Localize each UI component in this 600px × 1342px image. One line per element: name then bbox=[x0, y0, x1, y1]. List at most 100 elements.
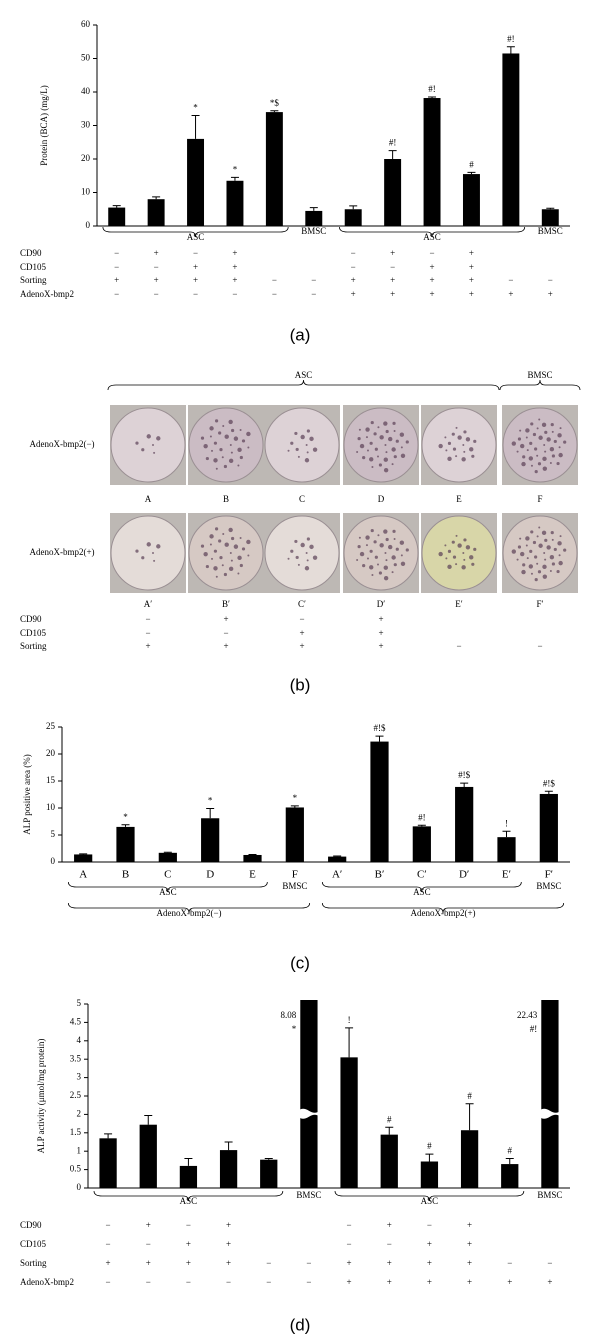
stain-dot bbox=[135, 441, 139, 445]
condition-sign: + bbox=[467, 1277, 472, 1287]
stain-dot bbox=[223, 572, 228, 577]
stain-dot bbox=[294, 431, 298, 436]
condition-sign: + bbox=[547, 1277, 552, 1287]
bar bbox=[541, 1000, 559, 1188]
stain-dot bbox=[221, 564, 224, 567]
group-label: BMSC bbox=[536, 881, 561, 891]
annotation: #! bbox=[389, 138, 397, 148]
stain-dot bbox=[463, 558, 466, 561]
stain-dot bbox=[400, 554, 403, 557]
stain-dot bbox=[553, 547, 557, 552]
annotation: * bbox=[233, 164, 238, 174]
x-tick-label: D′ bbox=[459, 869, 469, 881]
well-label: E′ bbox=[455, 599, 462, 609]
stain-dot bbox=[549, 461, 552, 464]
stain-dot bbox=[532, 540, 537, 545]
stain-dot bbox=[558, 560, 563, 566]
condition-sign: − bbox=[537, 641, 542, 651]
condition-label: CD105 bbox=[20, 1239, 47, 1249]
x-tick-label: B′ bbox=[375, 869, 385, 881]
stain-dot bbox=[223, 464, 228, 469]
stain-dot bbox=[388, 544, 393, 550]
error-bar bbox=[230, 176, 239, 181]
condition-sign: − bbox=[114, 248, 119, 258]
stain-dot bbox=[558, 446, 561, 449]
stain-dot bbox=[247, 554, 250, 557]
stain-dot bbox=[399, 540, 405, 545]
group-label: BMSC bbox=[296, 1190, 321, 1200]
condition-sign: − bbox=[547, 1258, 552, 1268]
stain-dot bbox=[391, 555, 396, 560]
stain-dot bbox=[455, 426, 458, 429]
condition-sign: + bbox=[427, 1258, 432, 1268]
error-bar bbox=[460, 782, 469, 787]
stain-dot bbox=[373, 432, 377, 436]
stain-dot bbox=[309, 436, 314, 442]
stain-dot bbox=[538, 543, 543, 548]
well-label: B′ bbox=[222, 599, 230, 609]
stain-dot bbox=[538, 418, 541, 421]
well bbox=[343, 515, 419, 591]
stain-dot bbox=[230, 559, 233, 562]
stain-dot bbox=[141, 556, 145, 560]
condition-label: Sorting bbox=[20, 275, 47, 285]
annotation: # bbox=[427, 1141, 432, 1151]
stain-dot bbox=[522, 455, 526, 459]
stain-dot bbox=[366, 557, 369, 560]
error-bar bbox=[546, 207, 555, 210]
stain-dot bbox=[455, 534, 458, 537]
y-tick-label: 20 bbox=[46, 748, 56, 758]
condition-sign: + bbox=[223, 614, 228, 624]
condition-label: AdenoX-bmp2 bbox=[20, 1277, 74, 1287]
stain-dot bbox=[359, 443, 365, 449]
stain-dot bbox=[205, 564, 209, 569]
condition-sign: − bbox=[430, 248, 435, 258]
x-tick-label: B bbox=[122, 869, 129, 881]
stain-dot bbox=[447, 456, 452, 462]
stain-dot bbox=[391, 571, 394, 574]
condition-sign: − bbox=[299, 614, 304, 624]
condition-label: CD105 bbox=[20, 628, 47, 638]
stain-dot bbox=[241, 439, 246, 443]
stain-dot bbox=[541, 530, 547, 536]
well bbox=[264, 407, 340, 483]
bar bbox=[344, 209, 362, 226]
condition-sign: − bbox=[387, 1239, 392, 1249]
stain-dot bbox=[393, 455, 397, 459]
bar bbox=[502, 53, 520, 226]
stain-dot bbox=[228, 566, 234, 572]
stain-dot bbox=[438, 443, 443, 449]
stain-dot bbox=[563, 440, 567, 444]
condition-sign: + bbox=[390, 289, 395, 299]
bar bbox=[423, 98, 441, 226]
stain-dot bbox=[551, 454, 556, 458]
stain-dot bbox=[559, 427, 562, 430]
condition-label: CD90 bbox=[20, 1220, 42, 1230]
stain-dot bbox=[357, 544, 361, 549]
error-bar bbox=[309, 207, 318, 211]
stain-dot bbox=[153, 559, 156, 562]
stain-dot bbox=[384, 444, 387, 446]
stain-dot bbox=[544, 450, 547, 453]
well bbox=[264, 515, 340, 591]
group-label: ASC bbox=[180, 1196, 198, 1206]
condition-sign: + bbox=[469, 275, 474, 285]
y-tick-label: 3 bbox=[77, 1072, 82, 1082]
bar bbox=[370, 741, 389, 862]
stain-dot bbox=[461, 565, 466, 570]
stain-dot bbox=[306, 451, 309, 454]
condition-sign: − bbox=[347, 1220, 352, 1230]
stain-dot bbox=[213, 441, 218, 445]
stain-dot bbox=[541, 422, 547, 428]
stain-dot bbox=[246, 431, 251, 437]
error-bar bbox=[417, 824, 426, 827]
stain-dot bbox=[370, 420, 374, 425]
condition-sign: + bbox=[193, 275, 198, 285]
y-axis-label: ALP positive area (%) bbox=[22, 754, 32, 834]
stain-dot bbox=[219, 447, 223, 452]
stain-dot bbox=[376, 455, 379, 458]
stain-dot bbox=[519, 537, 522, 540]
stain-dot bbox=[383, 457, 388, 462]
stain-dot bbox=[457, 543, 462, 548]
stain-dot bbox=[211, 449, 214, 452]
